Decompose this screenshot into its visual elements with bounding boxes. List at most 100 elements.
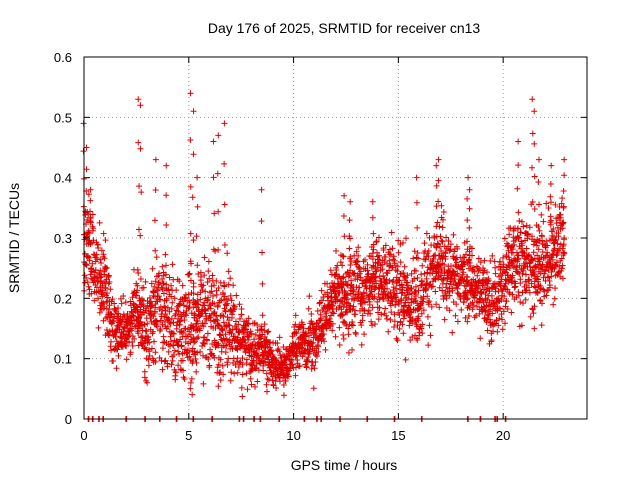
data-point — [475, 255, 482, 262]
data-point — [349, 318, 356, 325]
data-point — [152, 349, 159, 356]
data-point — [217, 369, 224, 376]
peak-point — [548, 254, 555, 261]
data-point — [157, 326, 164, 333]
y-axis-label: SRMTID / TECUs — [6, 183, 22, 293]
data-point — [243, 370, 250, 377]
data-point — [382, 305, 389, 312]
data-point — [252, 331, 259, 338]
data-point — [414, 255, 421, 262]
data-point — [454, 270, 461, 277]
data-point — [159, 263, 166, 270]
data-point — [228, 297, 235, 304]
data-point — [238, 306, 245, 313]
data-point — [454, 245, 461, 252]
data-point — [529, 306, 536, 313]
data-point — [190, 290, 197, 297]
data-point — [239, 361, 246, 368]
data-point — [356, 264, 363, 271]
data-point — [500, 261, 507, 268]
data-point — [201, 254, 208, 261]
data-point — [544, 287, 551, 294]
data-point — [427, 332, 434, 339]
data-point — [321, 302, 328, 309]
data-point — [545, 204, 552, 211]
data-point — [375, 252, 382, 259]
data-point — [217, 377, 224, 384]
data-point — [315, 348, 322, 355]
peak-point — [467, 282, 474, 289]
data-point — [418, 271, 425, 278]
data-point — [517, 298, 524, 305]
data-point — [355, 252, 362, 259]
data-point — [520, 223, 527, 230]
data-point — [447, 246, 454, 253]
data-point — [292, 321, 299, 328]
data-point — [197, 296, 204, 303]
peak-point — [194, 203, 201, 210]
data-point — [309, 321, 316, 328]
data-point — [390, 253, 397, 260]
data-point — [516, 218, 523, 225]
data-point — [515, 269, 522, 276]
data-point — [531, 325, 538, 332]
data-point — [526, 224, 533, 231]
peak-point — [187, 230, 194, 237]
data-point — [155, 293, 162, 300]
data-point — [222, 331, 229, 338]
peak-point — [259, 280, 266, 287]
data-point — [415, 317, 422, 324]
data-point — [508, 277, 515, 284]
peak-point — [467, 262, 474, 269]
data-point — [360, 295, 367, 302]
data-point — [418, 325, 425, 332]
data-point — [396, 325, 403, 332]
data-point — [115, 310, 122, 317]
peak-point — [221, 282, 228, 289]
peak-point — [434, 219, 441, 226]
data-point — [321, 338, 328, 345]
data-point — [396, 277, 403, 284]
data-point — [436, 304, 443, 311]
data-point — [555, 230, 562, 237]
data-point — [344, 291, 351, 298]
data-point — [373, 239, 380, 246]
data-point — [90, 225, 97, 232]
data-point — [135, 330, 142, 337]
data-point — [154, 323, 161, 330]
data-point — [85, 191, 92, 198]
data-point — [383, 312, 390, 319]
data-point — [345, 331, 352, 338]
data-point — [391, 257, 398, 264]
data-point — [129, 333, 136, 340]
data-point — [142, 278, 149, 285]
data-point — [219, 326, 226, 333]
peak-point — [369, 198, 376, 205]
data-point — [539, 300, 546, 307]
data-point — [526, 276, 533, 283]
data-point — [423, 230, 430, 237]
peak-point — [434, 240, 441, 247]
peak-point — [514, 256, 521, 263]
data-point — [523, 222, 530, 229]
data-point — [123, 343, 130, 350]
data-point — [481, 267, 488, 274]
peak-point — [413, 174, 420, 181]
data-point — [215, 361, 222, 368]
data-point — [84, 216, 91, 223]
data-point — [462, 314, 469, 321]
data-point — [103, 264, 110, 271]
data-point — [247, 375, 254, 382]
data-point — [224, 314, 231, 321]
data-point — [263, 388, 270, 395]
data-point — [133, 303, 140, 310]
data-point — [552, 263, 559, 270]
peak-point — [346, 272, 353, 279]
data-point — [500, 254, 507, 261]
peak-point — [347, 235, 354, 242]
data-point — [218, 312, 225, 319]
data-point — [466, 313, 473, 320]
data-point — [115, 352, 122, 359]
data-point — [169, 357, 176, 364]
data-point — [450, 231, 457, 238]
